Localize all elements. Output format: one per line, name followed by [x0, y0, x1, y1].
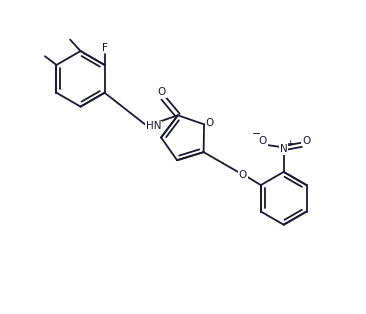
Text: O: O [157, 87, 166, 97]
Text: HN: HN [146, 122, 161, 131]
Text: O: O [239, 170, 247, 180]
Text: O: O [259, 136, 267, 146]
Text: N: N [280, 144, 288, 154]
Text: O: O [302, 136, 310, 146]
Text: +: + [286, 139, 294, 148]
Text: F: F [102, 43, 108, 52]
Text: −: − [252, 129, 261, 139]
Text: O: O [206, 118, 214, 127]
